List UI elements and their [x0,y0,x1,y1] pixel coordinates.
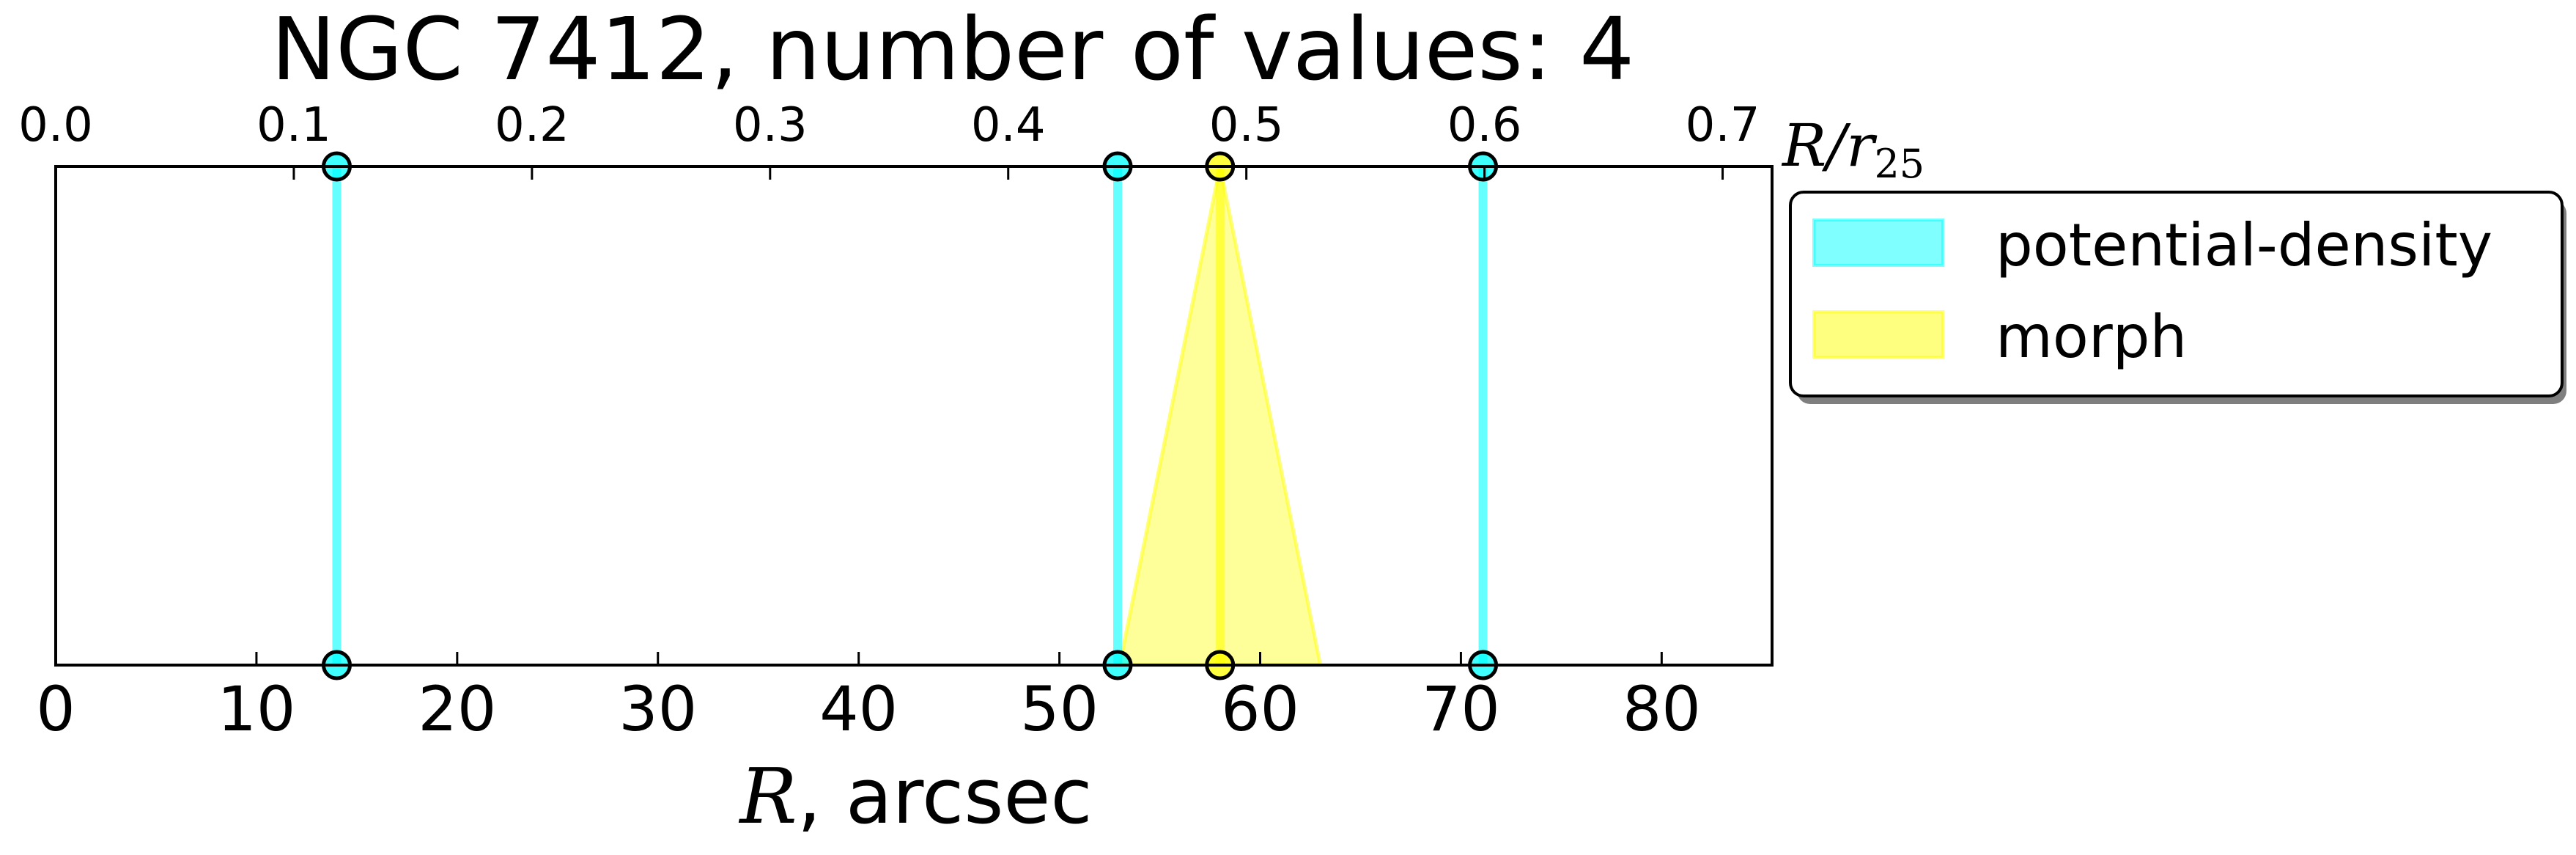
x-tick-label: 0 [36,673,75,745]
legend-swatch-morph [1812,310,1944,359]
top-axis: 0.0 0.1 0.2 0.3 0.4 0.5 0.6 0.7 [18,98,1760,180]
top-tick-label: 0.2 [495,98,569,153]
x-axis-label-text: , arcsec [797,752,1093,841]
x-axis-label-symbol: R [738,752,797,841]
top-tick-label: 0.7 [1686,98,1760,153]
top-axis-label: R/r25 [1781,111,1924,187]
x-tick-label: 20 [418,673,496,745]
legend-box [1789,191,2564,397]
x-tick-label: 30 [619,673,697,745]
x-tick-label: 50 [1020,673,1099,745]
top-tick-label: 0.0 [18,98,93,153]
top-tick-label: 0.1 [257,98,331,153]
plot-frame [54,165,1774,667]
bottom-axis: 0 10 20 30 40 50 60 70 80 [36,652,1701,745]
x-tick-label: 40 [819,673,898,745]
x-axis-label: R, arcsec [738,752,1092,841]
top-tick-label: 0.4 [971,98,1046,153]
top-tick-label: 0.6 [1447,98,1522,153]
legend: potential-density morph [1789,191,2566,404]
x-tick-label: 10 [217,673,295,745]
plot-marks [321,151,1499,680]
chart-title: NGC 7412, number of values: 4 [271,0,1634,100]
x-tick-label: 80 [1623,673,1701,745]
legend-swatch-potential-density [1812,219,1944,267]
top-axis-label-sub: 25 [1874,141,1924,187]
x-tick-label: 70 [1422,673,1500,745]
top-axis-label-main: R/r [1781,111,1878,180]
x-tick-label: 60 [1221,673,1299,745]
legend-label-potential-density: potential-density [1996,211,2492,279]
top-tick-label: 0.5 [1209,98,1284,153]
top-tick-label: 0.3 [733,98,808,153]
legend-label-morph: morph [1996,303,2187,371]
